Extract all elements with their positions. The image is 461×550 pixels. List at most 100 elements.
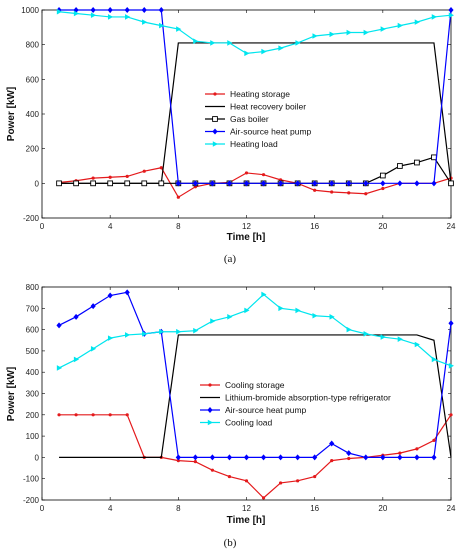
a-x-tick-label: 0: [40, 222, 45, 231]
b-point-cooling-storage: [347, 456, 351, 461]
b-point-cooling-storage: [108, 413, 112, 417]
b-series-air-source-heat-pump: [56, 289, 454, 461]
b-legend-entry-cooling-load: Cooling load: [200, 418, 273, 428]
b-y-tick-label: 100: [26, 432, 40, 441]
b-point-air-source-heat-pump: [312, 454, 318, 461]
a-point-air-source-heat-pump: [158, 7, 164, 13]
a-point-heating-load: [56, 8, 63, 15]
a-point-heating-load: [193, 38, 199, 44]
a-point-air-source-heat-pump: [243, 180, 250, 187]
b-point-cooling-storage: [125, 413, 129, 417]
a-point-heating-load: [176, 26, 182, 32]
a-legend-marker: [212, 116, 218, 122]
b-point-air-source-heat-pump: [107, 292, 113, 299]
b-y-tick-label: 600: [26, 326, 40, 335]
b-point-cooling-load: [90, 345, 97, 352]
b-point-cooling-load: [295, 307, 301, 314]
a-point-heating-storage: [261, 173, 266, 177]
a-point-heating-load: [329, 31, 335, 38]
a-point-heating-storage: [313, 188, 317, 192]
a-legend-label: Heating load: [230, 139, 278, 149]
b-point-cooling-storage: [296, 479, 300, 483]
a-series-heating-load: [56, 8, 454, 57]
b-y-tick-label: 800: [26, 283, 40, 292]
b-point-cooling-load: [380, 334, 386, 340]
a-point-air-source-heat-pump: [107, 7, 113, 13]
a-point-heating-load: [227, 40, 233, 46]
panel-b-x-axis-label: Time [h]: [227, 515, 266, 526]
b-point-cooling-storage: [210, 468, 215, 472]
b-point-cooling-storage: [415, 447, 419, 451]
b-point-cooling-load: [107, 335, 114, 341]
a-legend-entry-heating-storage: Heating storage: [205, 89, 290, 99]
a-point-heating-storage: [347, 191, 351, 195]
a-point-heating-load: [125, 14, 131, 20]
a-point-air-source-heat-pump: [414, 180, 420, 187]
a-point-air-source-heat-pump: [226, 180, 233, 187]
a-point-heating-load: [312, 33, 318, 39]
panel-b-y-axis-label: Power [kW]: [6, 367, 17, 421]
a-line-air-source-heat-pump: [59, 9, 452, 184]
a-legend-label: Air-source heat pump: [230, 127, 312, 137]
b-point-air-source-heat-pump: [448, 320, 454, 327]
b-legend-marker: [208, 383, 212, 387]
a-point-air-source-heat-pump: [192, 180, 198, 187]
a-point-air-source-heat-pump: [363, 180, 369, 187]
panel-b-chart: 0 4 8 12 16 20 24 -200 -100 0 100 200 300 400 500 600 70…: [6, 283, 456, 549]
b-y-tick-label: 400: [26, 368, 40, 377]
a-point-air-source-heat-pump: [329, 180, 335, 187]
b-point-cooling-storage: [74, 413, 78, 417]
b-legend-label: Air-source heat pump: [225, 405, 307, 415]
a-x-tick-label: 12: [242, 222, 251, 231]
a-point-heating-load: [142, 19, 148, 25]
a-point-gas-boiler: [379, 172, 386, 179]
a-point-air-source-heat-pump: [175, 180, 181, 187]
b-point-cooling-load: [125, 332, 131, 338]
b-point-cooling-storage: [57, 413, 61, 417]
b-point-air-source-heat-pump: [192, 454, 198, 461]
b-point-air-source-heat-pump: [277, 454, 284, 461]
a-point-air-source-heat-pump: [141, 7, 147, 13]
a-point-heating-load: [380, 26, 386, 32]
b-y-tick-label: -200: [23, 496, 40, 505]
a-point-air-source-heat-pump: [431, 180, 437, 187]
b-legend-label: Cooling load: [225, 418, 273, 428]
a-point-air-source-heat-pump: [448, 7, 454, 13]
b-legend-entry-lithium-bromide-absorption-type-refrigerator: Lithium-bromide absorption-type refriger…: [200, 393, 391, 403]
a-x-tick-label: 16: [310, 222, 319, 231]
a-legend-marker: [212, 128, 218, 135]
a-y-tick-label: 800: [26, 41, 40, 50]
a-point-gas-boiler: [448, 180, 454, 187]
a-legend-entry-air-source-heat-pump: Air-source heat pump: [205, 127, 312, 137]
a-point-gas-boiler: [107, 180, 114, 187]
b-point-cooling-storage: [432, 438, 436, 442]
a-point-gas-boiler: [431, 154, 437, 161]
panel-b-series: [56, 289, 454, 500]
a-point-air-source-heat-pump: [260, 180, 267, 187]
b-point-air-source-heat-pump: [295, 454, 301, 461]
a-x-tick-label: 20: [378, 222, 387, 231]
b-legend-label: Lithium-bromide absorption-type refriger…: [225, 393, 391, 403]
a-series-air-source-heat-pump: [56, 7, 454, 187]
b-y-tick-label: 0: [35, 453, 40, 462]
b-point-air-source-heat-pump: [73, 313, 79, 320]
b-point-cooling-storage: [227, 474, 232, 479]
panel-b-ticks: 0 4 8 12 16 20 24 -200 -100 0 100 200 300 400 500 600 70…: [23, 283, 456, 513]
b-line-air-source-heat-pump: [58, 291, 452, 458]
b-x-tick-label: 4: [108, 504, 113, 513]
b-point-cooling-load: [414, 341, 420, 348]
a-point-heating-storage: [142, 169, 146, 173]
b-x-tick-label: 20: [378, 504, 387, 513]
b-point-cooling-load: [397, 336, 403, 342]
b-series-cooling-storage: [57, 413, 453, 500]
a-point-gas-boiler: [73, 180, 79, 187]
b-point-cooling-storage: [193, 460, 197, 464]
b-point-air-source-heat-pump: [414, 454, 420, 461]
b-point-air-source-heat-pump: [431, 454, 437, 461]
b-point-cooling-storage: [330, 458, 334, 463]
a-y-tick-label: 0: [35, 179, 40, 188]
b-point-air-source-heat-pump: [175, 454, 181, 461]
panel-a-x-axis-label: Time [h]: [227, 232, 266, 243]
a-point-gas-boiler: [141, 180, 148, 187]
b-x-tick-label: 8: [176, 504, 181, 513]
